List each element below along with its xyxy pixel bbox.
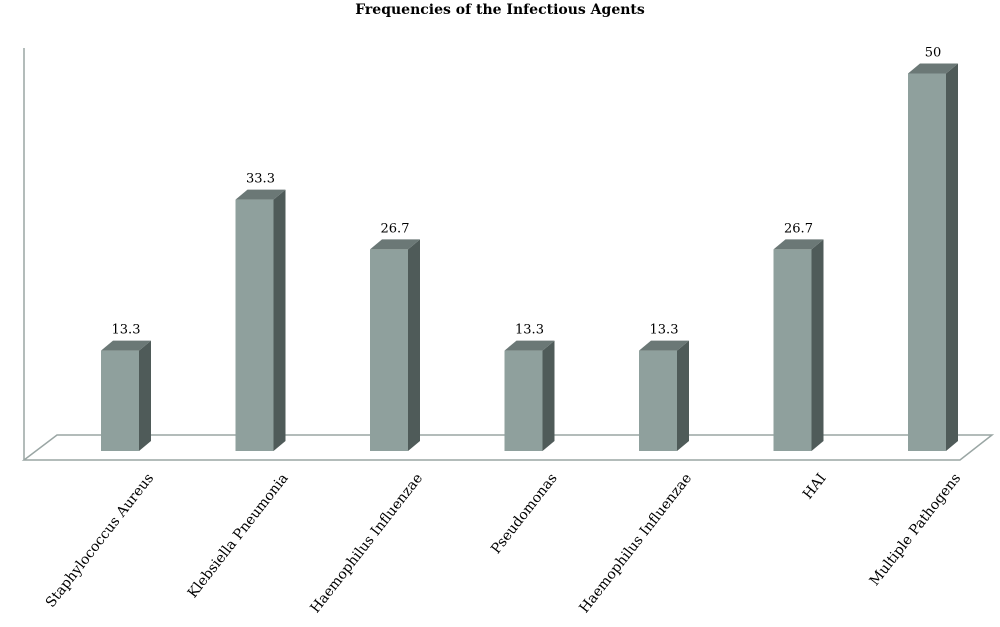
bar-top-face <box>908 63 958 74</box>
bar-side-face <box>273 189 286 451</box>
bar <box>504 340 555 451</box>
bar-front-face <box>504 350 543 451</box>
data-label: 13.3 <box>112 323 141 338</box>
bar-front-face <box>235 199 274 451</box>
data-label: 13.3 <box>515 323 544 338</box>
bar <box>370 239 420 451</box>
bar-side-face <box>408 239 420 451</box>
bar-top-face <box>235 189 286 200</box>
category-tick-label: Pseudomonas <box>488 471 560 557</box>
category-tick-label: Klebsiella Pneumonia <box>185 471 292 602</box>
category-tick-label: Multiple Pathogens <box>867 471 964 589</box>
bar-side-face <box>677 340 689 451</box>
bar-top-face <box>101 340 151 351</box>
bar-front-face <box>908 73 946 451</box>
bar-front-face <box>101 350 139 451</box>
bar <box>773 239 824 451</box>
data-label: 33.3 <box>246 172 275 187</box>
chart-axes <box>21 48 995 461</box>
bar <box>101 340 151 451</box>
bars-group <box>101 63 958 451</box>
bar-side-face <box>946 63 958 451</box>
category-tick-label: Staphylococcus Aureus <box>43 471 157 611</box>
data-label: 26.7 <box>381 221 410 236</box>
bar-top-face <box>639 340 689 351</box>
chart-title: Frequencies of the Infectious Agents <box>355 2 645 18</box>
bar-top-face <box>773 239 824 250</box>
bar-top-face <box>370 239 420 250</box>
bar-front-face <box>773 249 812 451</box>
bar-side-face <box>139 340 151 451</box>
category-tick-label: Haemophilus Influenzae <box>576 471 695 617</box>
chart-floor <box>21 434 995 461</box>
bar-side-face <box>811 239 824 451</box>
bar <box>235 189 286 451</box>
bar-front-face <box>639 350 677 451</box>
bar <box>639 340 689 451</box>
data-label: 26.7 <box>784 221 813 236</box>
category-tick-label: Haemophilus Influenzae <box>307 471 426 617</box>
data-label: 13.3 <box>650 323 679 338</box>
data-label: 50 <box>925 46 942 61</box>
value-labels-group: 13.3 33.3 26.7 13.3 13.3 26.7 50 <box>112 46 942 338</box>
bar-front-face <box>370 249 408 451</box>
category-labels-group: Staphylococcus Aureus Klebsiella Pneumoni… <box>43 471 964 617</box>
bar <box>908 63 958 451</box>
bar-top-face <box>504 340 555 351</box>
bar-side-face <box>542 340 555 451</box>
category-tick-label: HAI <box>800 471 830 503</box>
